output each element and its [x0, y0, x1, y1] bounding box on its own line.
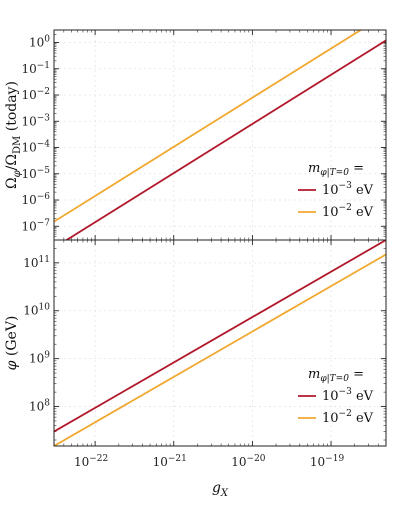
- legend-label: 10−3 eV: [322, 387, 374, 404]
- y-tick-base: 10: [21, 167, 36, 181]
- y-tick-label: 1011: [23, 255, 50, 270]
- y-tick-base: 10: [23, 304, 38, 318]
- y-tick-label: 10−1: [21, 61, 50, 76]
- y-tick-exp: 10: [39, 303, 51, 313]
- legend-label: 10−2 eV: [322, 203, 374, 220]
- y-tick-base: 10: [23, 256, 38, 270]
- ylabel-phi-sub: φ: [12, 170, 23, 177]
- y-tick-exp: 0: [44, 35, 50, 45]
- x-tick-exp: −21: [168, 454, 187, 464]
- y-tick-exp: 11: [39, 255, 50, 265]
- legend-base: 10: [322, 183, 339, 198]
- y-tick-label: 109: [29, 351, 50, 366]
- y-tick-exp: 8: [44, 399, 50, 409]
- legend-title-eq: =: [349, 161, 364, 176]
- series-line-1: [54, 253, 386, 446]
- y-tick-label: 108: [29, 399, 50, 414]
- x-tick-label: 10−21: [153, 454, 187, 469]
- xlabel-g: g: [212, 480, 221, 496]
- ylabel-suffix: (today): [4, 81, 20, 136]
- legend-exp: −3: [339, 181, 353, 191]
- y-tick-base: 10: [21, 88, 36, 102]
- x-tick-base: 10: [310, 455, 325, 469]
- y-tick-base: 10: [21, 141, 36, 155]
- y-tick-exp: −7: [37, 218, 51, 228]
- ylabel-omega: Ω: [4, 177, 20, 189]
- y-tick-base: 10: [29, 400, 44, 414]
- y-tick-label: 1010: [23, 303, 50, 318]
- legend-unit: eV: [352, 411, 374, 426]
- y-tick-exp: −5: [37, 166, 51, 176]
- y-tick-base: 10: [21, 114, 36, 128]
- y-tick-label: 10−6: [21, 192, 50, 207]
- x-tick-exp: −19: [325, 454, 344, 464]
- x-tick-label: 10−19: [310, 454, 345, 469]
- series-group: [54, 30, 386, 240]
- y-tick-base: 10: [21, 219, 36, 233]
- x-tick-exp: −20: [247, 454, 266, 464]
- ylabel-phi: φ: [4, 360, 20, 370]
- legend-title-phi: φ: [320, 374, 327, 384]
- y-tick-label: 10−5: [21, 166, 50, 181]
- legend-exp: −2: [339, 409, 352, 419]
- y-tick-exp: −3: [37, 113, 51, 123]
- y-tick-label: 100: [29, 35, 50, 50]
- ylabel-omega2: Ω: [4, 154, 20, 166]
- legend-label: 10−2 eV: [322, 409, 374, 426]
- legend-title-eq: =: [349, 367, 364, 382]
- legend-unit: eV: [352, 205, 374, 220]
- y-tick-label: 10−7: [21, 218, 50, 233]
- y-tick-base: 10: [29, 36, 44, 50]
- y-tick-label: 10−4: [21, 140, 50, 155]
- y-tick-exp: 9: [44, 351, 50, 361]
- legend-base: 10: [322, 205, 339, 220]
- legend-exp: −2: [339, 203, 352, 213]
- legend-title: mφ|T=0 =: [308, 161, 364, 178]
- legend-title-m: m: [308, 367, 320, 382]
- plot-frame: [53, 239, 387, 447]
- x-tick-base: 10: [153, 455, 168, 469]
- x-tick-label: 10−22: [74, 454, 108, 469]
- legend-title-sub: |T=0: [327, 374, 350, 384]
- legend-title-sub: |T=0: [327, 168, 350, 178]
- legend-base: 10: [322, 389, 339, 404]
- legend-title-m: m: [308, 161, 320, 176]
- series-line-0: [64, 39, 386, 240]
- y-tick-base: 10: [21, 193, 36, 207]
- x-tick-exp: −22: [89, 454, 108, 464]
- ylabel-dm-sub: DM: [12, 136, 23, 154]
- legend-label: 10−3 eV: [322, 181, 374, 198]
- x-tick-base: 10: [74, 455, 89, 469]
- legend-exp: −3: [339, 387, 353, 397]
- y-tick-exp: −2: [37, 87, 50, 97]
- y-axis-label: Ωφ/ΩDM (today): [4, 81, 23, 189]
- xlabel-sub: X: [220, 488, 229, 499]
- y-tick-exp: −6: [37, 192, 51, 202]
- y-tick-exp: −1: [37, 61, 50, 71]
- legend-base: 10: [322, 411, 339, 426]
- series-line-1: [54, 30, 363, 223]
- y-tick-label: 10−3: [21, 113, 50, 128]
- legend-title: mφ|T=0 =: [308, 367, 364, 384]
- x-tick-label: 10−20: [231, 454, 266, 469]
- legend-unit: eV: [352, 389, 374, 404]
- y-tick-base: 10: [21, 62, 36, 76]
- y-tick-label: 10−2: [21, 87, 50, 102]
- series-group: [54, 240, 386, 446]
- y-tick-base: 10: [29, 352, 44, 366]
- legend-unit: eV: [352, 183, 374, 198]
- y-tick-exp: −4: [37, 140, 51, 150]
- ylabel-suffix: (GeV): [4, 316, 20, 361]
- legend-title-phi: φ: [320, 168, 327, 178]
- y-axis-label: φ (GeV): [4, 316, 20, 371]
- x-axis-label: gX: [212, 480, 229, 499]
- series-line-0: [54, 240, 386, 433]
- x-tick-base: 10: [231, 455, 246, 469]
- ylabel-slash: /: [4, 165, 20, 170]
